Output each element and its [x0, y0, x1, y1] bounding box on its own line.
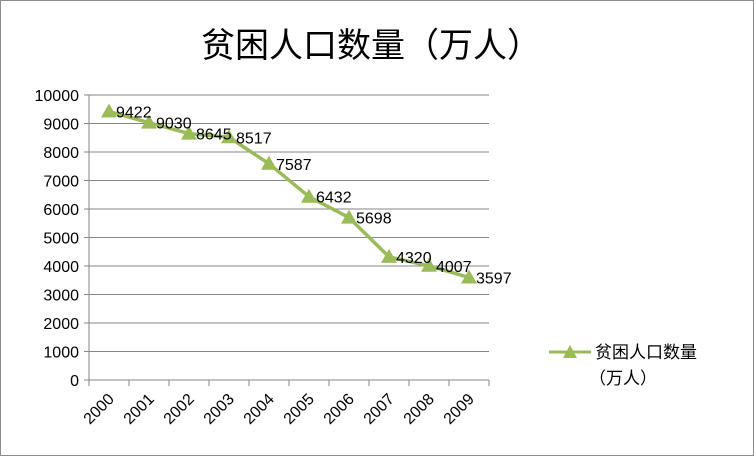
data-label: 7587 [276, 157, 312, 174]
x-tick-label: 2000 [81, 391, 118, 428]
y-tick-label: 10000 [35, 88, 80, 105]
y-tick-label: 6000 [43, 202, 79, 219]
x-tick-label: 2003 [201, 391, 238, 428]
x-tick-label: 2006 [321, 391, 358, 428]
data-point-triangle [101, 103, 117, 118]
data-label: 6432 [316, 190, 352, 207]
chart-title: 贫困人口数量（万人） [201, 26, 541, 66]
data-label: 5698 [356, 211, 392, 228]
data-point-triangle [181, 125, 197, 140]
data-point-triangle [341, 209, 357, 224]
data-label: 9030 [156, 116, 192, 133]
gridlines [89, 94, 489, 352]
data-label: 4320 [396, 250, 432, 267]
x-axis-ticks: 2000 2001 2002 2003 2004 2005 2006 2007 2008 2009 [81, 391, 478, 428]
x-tick-label: 2004 [241, 391, 278, 428]
data-point-triangle [301, 188, 317, 203]
data-point-triangle [461, 269, 477, 284]
y-tick-label: 3000 [43, 288, 79, 305]
data-label: 4007 [436, 259, 472, 276]
y-tick-label: 5000 [43, 231, 79, 248]
y-tick-label: 4000 [43, 259, 79, 276]
series-line-path [108, 109, 470, 280]
x-tick-label: 2009 [441, 391, 478, 428]
data-label: 8517 [236, 130, 272, 147]
x-tick-label: 2002 [161, 391, 198, 428]
data-label: 9422 [116, 104, 152, 121]
y-tick-label: 7000 [43, 174, 79, 191]
data-point-triangle [261, 155, 277, 170]
legend-label-line2: （万人） [589, 369, 657, 389]
x-tick-label: 2005 [281, 391, 318, 428]
data-point-triangle [421, 257, 437, 272]
legend: 贫困人口数量 （万人） [549, 343, 697, 389]
data-label: 8645 [196, 127, 232, 144]
data-point-triangle [141, 114, 157, 129]
y-tick-label: 0 [70, 373, 79, 390]
legend-label-line1: 贫困人口数量 [595, 343, 697, 363]
x-tick-label: 2008 [401, 391, 438, 428]
series-line [101, 103, 477, 284]
y-axis-ticks: 0 1000 2000 3000 4000 5000 6000 7000 8000 9000 100… [35, 88, 80, 390]
data-label: 3597 [476, 270, 512, 287]
y-tick-label: 1000 [43, 345, 79, 362]
axes [84, 94, 490, 386]
legend-marker-icon [563, 345, 577, 358]
y-tick-label: 9000 [43, 117, 79, 134]
data-point-triangle [221, 129, 237, 144]
y-tick-label: 2000 [43, 316, 79, 333]
x-tick-label: 2001 [121, 391, 158, 428]
data-point-triangle [381, 248, 397, 263]
y-tick-label: 8000 [43, 145, 79, 162]
x-tick-label: 2007 [361, 391, 398, 428]
